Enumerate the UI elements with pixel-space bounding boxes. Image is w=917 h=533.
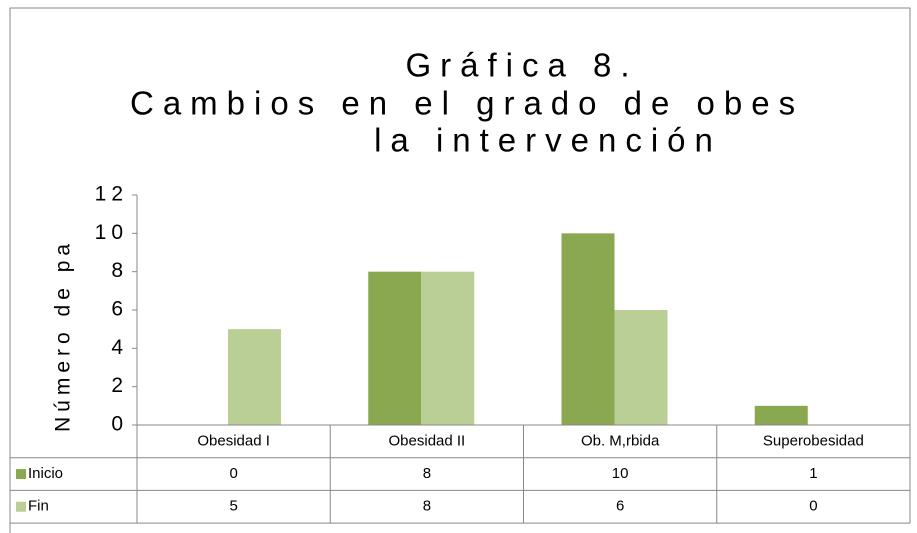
table-value: 0 — [229, 465, 237, 482]
bar — [754, 405, 808, 425]
chart-title: la intervención — [374, 122, 722, 159]
legend-label: Fin — [28, 498, 49, 515]
legend-swatch — [16, 469, 26, 480]
table-value: 5 — [229, 498, 237, 515]
y-axis-label: Número de pa — [52, 239, 75, 432]
bar — [368, 271, 422, 425]
y-tick-label: 2 — [111, 374, 128, 397]
y-tick-label: 10 — [95, 221, 128, 244]
bar — [561, 233, 615, 425]
y-tick-label: 4 — [111, 336, 128, 359]
x-tick-label: Superobesidad — [763, 432, 864, 449]
table-value: 8 — [423, 465, 431, 482]
chart-title: Cambios en el grado de obes — [130, 85, 804, 122]
x-tick-label: Obesidad II — [389, 432, 466, 449]
chart-title: Gráfica 8. — [405, 47, 638, 84]
table-value: 10 — [612, 465, 629, 482]
bar — [228, 329, 281, 425]
legend-swatch — [16, 501, 26, 512]
x-tick-label: Obesidad I — [197, 432, 270, 449]
table-value: 0 — [809, 498, 817, 515]
x-tick-label: Ob. M,rbida — [581, 432, 660, 449]
chart-border — [9, 7, 911, 533]
bar — [614, 310, 668, 425]
table-value: 6 — [616, 498, 624, 515]
y-tick-label: 6 — [111, 298, 128, 321]
table-value: 1 — [809, 465, 817, 482]
table-value: 8 — [423, 498, 431, 515]
legend-label: Inicio — [28, 465, 63, 482]
y-tick-label: 8 — [111, 259, 128, 282]
y-tick-label: 0 — [111, 413, 128, 436]
bar — [421, 271, 475, 425]
y-tick-label: 12 — [95, 183, 128, 206]
